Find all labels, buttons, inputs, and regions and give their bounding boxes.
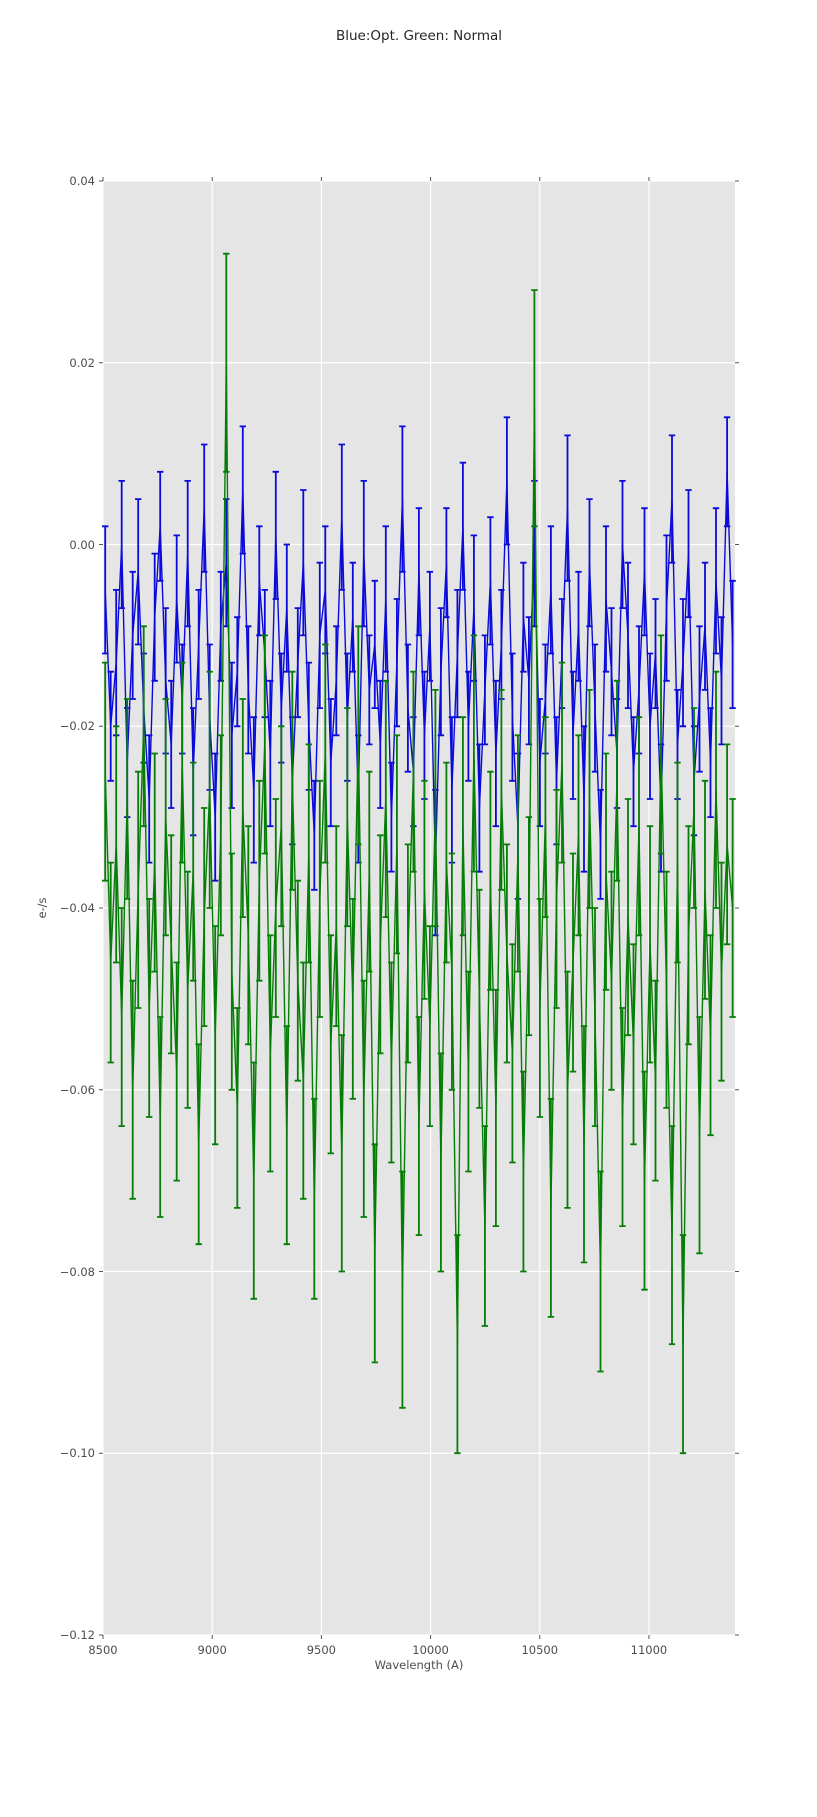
y-tick-label: −0.08	[59, 1264, 95, 1279]
x-tick-label: 10000	[412, 1643, 449, 1657]
data-line-normal	[104, 362, 734, 1345]
y-tick-label: −0.12	[59, 1628, 95, 1642]
y-tick-label: −0.04	[59, 901, 95, 915]
chart-title: Blue:Opt. Green: Normal	[335, 28, 503, 44]
x-tick-label: 9500	[306, 1643, 337, 1657]
x-tick-label: 10500	[521, 1643, 559, 1657]
x-tick-label: 9000	[197, 1643, 227, 1657]
y-tick-label: −0.10	[59, 1446, 95, 1461]
tick-marks	[99, 177, 739, 1639]
y-tick-label: 0.04	[69, 174, 95, 188]
y-tick-label: 0.00	[69, 537, 95, 552]
y-tick-label: −0.06	[59, 1082, 95, 1097]
x-tick-label: 8500	[88, 1643, 118, 1657]
y-tick-label: 0.02	[69, 355, 95, 370]
x-axis-label: Wavelength (A)	[374, 1658, 464, 1672]
y-tick-label: −0.02	[59, 719, 95, 734]
x-tick-label: 11000	[630, 1643, 668, 1657]
series-normal	[102, 252, 736, 1455]
